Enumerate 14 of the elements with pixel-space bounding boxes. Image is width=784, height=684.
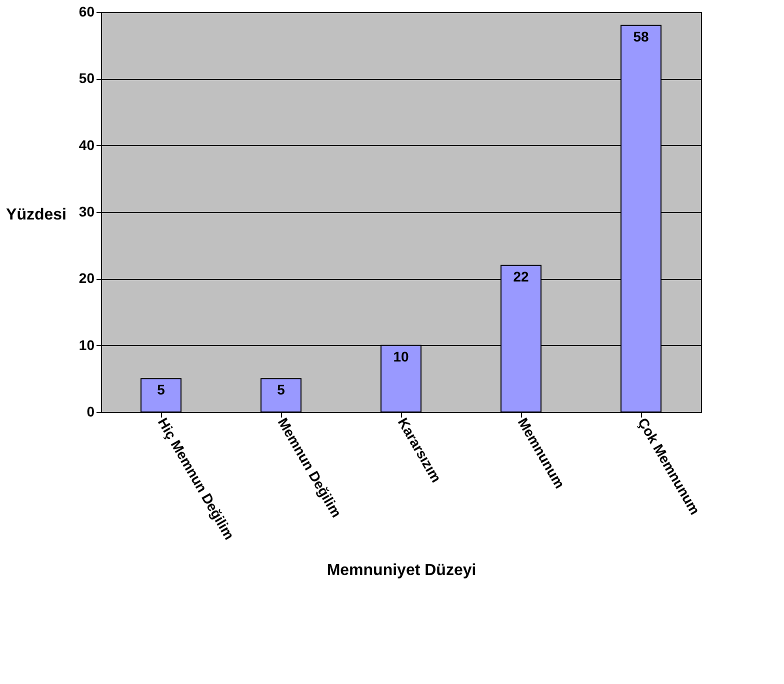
y-tick-label: 50 <box>78 70 95 86</box>
data-label: 5 <box>277 382 286 398</box>
x-axis-title: Memnuniyet Düzeyi <box>326 562 476 580</box>
y-tick-label: 40 <box>78 136 95 153</box>
y-tick-label: 10 <box>78 336 95 353</box>
y-tick-label: 30 <box>78 204 95 220</box>
data-label: 58 <box>633 28 649 44</box>
y-tick-label: 0 <box>86 404 95 420</box>
y-tick-label: 60 <box>78 4 95 20</box>
y-tick-label: 20 <box>78 270 95 286</box>
data-label: 10 <box>393 348 409 364</box>
y-axis-title: Yüzdesi <box>6 206 66 224</box>
data-label: 5 <box>157 382 166 398</box>
data-label: 22 <box>513 268 529 284</box>
